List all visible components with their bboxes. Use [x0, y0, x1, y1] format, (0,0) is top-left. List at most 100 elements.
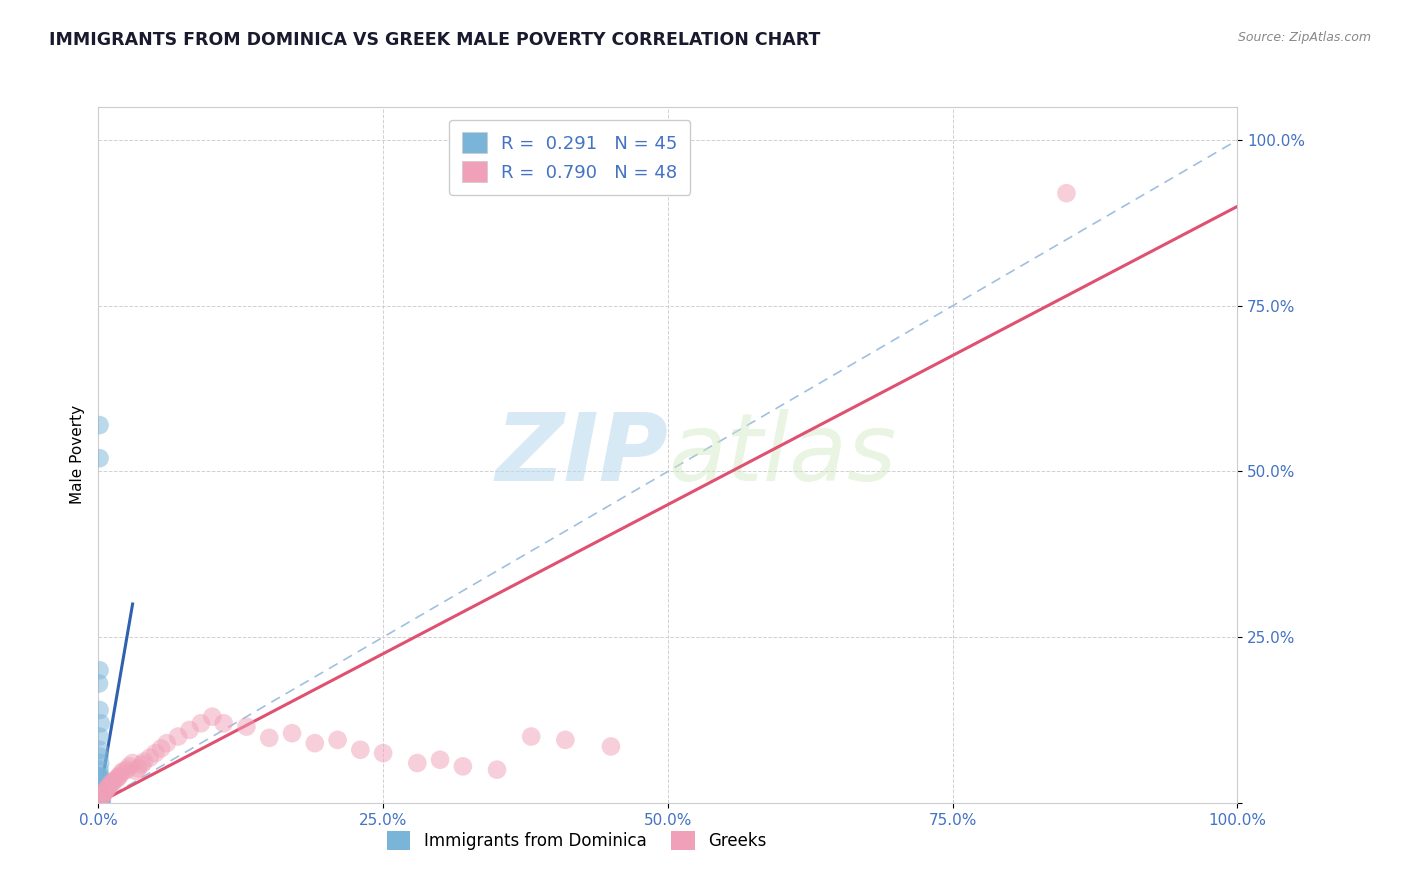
Point: [90, 793, 112, 807]
Point: [89, 663, 111, 677]
Text: atlas: atlas: [668, 409, 896, 500]
Point: [89, 790, 111, 805]
Point: [89, 794, 111, 808]
Point: [96, 781, 118, 796]
Point: [90, 792, 112, 806]
Point: [451, 759, 474, 773]
Point: [89, 789, 111, 804]
Point: [167, 730, 190, 744]
Point: [212, 716, 235, 731]
Point: [371, 746, 394, 760]
Point: [150, 741, 173, 756]
Point: [145, 746, 167, 760]
Point: [96, 782, 118, 797]
Point: [89, 795, 111, 809]
Point: [90, 789, 112, 804]
Point: [349, 743, 371, 757]
Point: [89, 776, 111, 790]
Point: [90, 782, 112, 797]
Point: [89, 743, 111, 757]
Point: [87, 769, 110, 783]
Point: [89, 789, 111, 804]
Point: [89, 763, 111, 777]
Point: [89, 418, 111, 433]
Point: [108, 769, 131, 783]
Point: [138, 750, 160, 764]
Point: [90, 769, 112, 783]
Point: [110, 766, 132, 780]
Point: [90, 789, 112, 804]
Point: [89, 451, 111, 466]
Point: [127, 761, 149, 775]
Point: [118, 759, 141, 773]
Text: Source: ZipAtlas.com: Source: ZipAtlas.com: [1237, 31, 1371, 45]
Point: [90, 716, 112, 731]
Point: [554, 732, 576, 747]
Point: [87, 676, 110, 690]
Point: [201, 709, 224, 723]
Point: [89, 789, 111, 804]
Point: [89, 792, 111, 806]
Point: [259, 731, 281, 745]
Point: [90, 786, 112, 800]
Point: [89, 769, 111, 783]
Point: [190, 716, 212, 731]
Point: [90, 795, 112, 809]
Point: [89, 786, 111, 800]
Point: [103, 774, 125, 789]
Point: [90, 795, 112, 809]
Point: [131, 757, 153, 772]
Point: [89, 782, 111, 797]
Point: [89, 792, 111, 806]
Point: [121, 756, 143, 770]
Point: [429, 753, 451, 767]
Point: [89, 793, 111, 807]
Point: [281, 726, 304, 740]
Point: [89, 782, 111, 797]
Point: [600, 739, 623, 754]
Point: [89, 779, 111, 793]
Point: [89, 756, 111, 770]
Point: [1054, 186, 1078, 201]
Y-axis label: Male Poverty: Male Poverty: [69, 405, 84, 505]
Point: [89, 703, 111, 717]
Point: [94, 784, 117, 798]
Point: [90, 792, 112, 806]
Point: [89, 772, 111, 787]
Point: [98, 777, 121, 791]
Point: [90, 776, 112, 790]
Text: IMMIGRANTS FROM DOMINICA VS GREEK MALE POVERTY CORRELATION CHART: IMMIGRANTS FROM DOMINICA VS GREEK MALE P…: [49, 31, 821, 49]
Text: ZIP: ZIP: [495, 409, 668, 501]
Point: [87, 782, 110, 797]
Point: [132, 755, 155, 769]
Point: [115, 763, 138, 777]
Point: [89, 730, 111, 744]
Point: [93, 786, 115, 800]
Point: [90, 790, 112, 805]
Legend: Immigrants from Dominica, Greeks: Immigrants from Dominica, Greeks: [381, 824, 773, 857]
Point: [89, 789, 111, 804]
Point: [89, 786, 111, 800]
Point: [104, 772, 127, 787]
Point: [97, 779, 120, 793]
Point: [89, 786, 111, 800]
Point: [90, 794, 112, 808]
Point: [125, 764, 148, 778]
Point: [179, 723, 201, 737]
Point: [91, 788, 114, 802]
Point: [107, 771, 129, 785]
Point: [89, 789, 111, 804]
Point: [486, 763, 509, 777]
Point: [304, 736, 326, 750]
Point: [101, 776, 124, 790]
Point: [90, 790, 112, 805]
Point: [520, 730, 543, 744]
Point: [326, 732, 349, 747]
Point: [89, 749, 111, 764]
Point: [235, 720, 257, 734]
Point: [89, 792, 111, 806]
Point: [406, 756, 429, 770]
Point: [90, 792, 112, 806]
Point: [89, 779, 111, 793]
Point: [156, 736, 179, 750]
